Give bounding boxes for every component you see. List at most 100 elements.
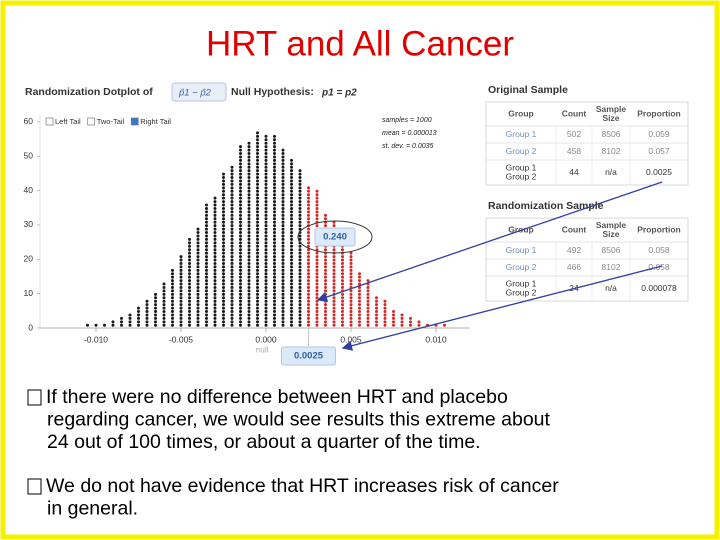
table-cell: Group 2: [506, 287, 537, 297]
table-cell: Group 2: [506, 171, 537, 181]
bullet-text: 24 out of 100 times, or about a quarter …: [47, 431, 481, 453]
table-cell: 492: [567, 245, 581, 255]
dot-column: [137, 306, 140, 327]
table-cell: 502: [567, 129, 581, 139]
table-cell: 8102: [602, 146, 621, 156]
null-hypothesis-label: Null Hypothesis:: [231, 86, 314, 98]
dot-column: [120, 316, 123, 327]
tail-option: Right Tail: [140, 117, 171, 126]
dot-column: [264, 134, 268, 327]
null-label: null: [255, 344, 268, 354]
proportion-highlight: [297, 220, 373, 254]
table-frame: [485, 217, 689, 302]
x-tick-label: -0.010: [84, 334, 108, 344]
dot-column: [86, 323, 89, 327]
bullet-text: in general.: [47, 498, 138, 520]
dot-column: [383, 299, 387, 327]
table-header: Count: [562, 108, 587, 118]
null-hypothesis-expression: p1 = p2: [321, 88, 357, 99]
y-tick-label: 40: [24, 185, 34, 195]
table-title: Original Sample: [488, 84, 568, 96]
cutoff-value: 0.0025: [294, 351, 324, 362]
summary-stat: st. dev. = 0.0035: [382, 143, 434, 150]
dot-column: [111, 320, 115, 327]
slide-title: HRT and All Cancer: [206, 24, 514, 63]
dot-column: [358, 272, 361, 327]
table-cell: n/a: [605, 283, 617, 293]
bullet-text: regarding cancer, we would see results t…: [47, 409, 551, 431]
bullet-marker: [27, 478, 42, 495]
y-tick-label: 30: [24, 219, 34, 229]
table-title: Randomization Sample: [488, 200, 604, 212]
summary-stat: samples = 1000: [382, 117, 432, 124]
dot-column: [205, 203, 208, 327]
dot-column: [103, 323, 106, 327]
table-cell: 0.059: [648, 129, 670, 139]
dot-column: [298, 169, 302, 327]
dot-column: [256, 131, 259, 327]
x-tick-label: 0.005: [340, 334, 362, 344]
cutoff-box: [281, 346, 336, 366]
y-tick-label: 50: [24, 150, 34, 160]
dot-column: [409, 316, 412, 327]
x-tick-label: 0.000: [255, 334, 277, 344]
y-tick-label: 10: [24, 288, 34, 298]
dot-column: [171, 268, 174, 327]
table-header: Proportion: [637, 108, 680, 118]
dot-column: [239, 145, 242, 327]
dot-column: [375, 296, 378, 327]
bullet-text: We do not have evidence that HRT increas…: [46, 475, 559, 497]
x-tick-label: 0.010: [425, 334, 447, 344]
table-cell: 458: [567, 146, 581, 156]
table-cell: 24: [569, 283, 579, 293]
dot-column: [179, 255, 183, 327]
summary-stat: mean = 0.000013: [382, 130, 437, 137]
dot-column: [290, 158, 293, 327]
table-cell: 8102: [602, 262, 621, 272]
pointer-arrow: [341, 265, 663, 351]
tail-option: Two-Tail: [97, 117, 125, 126]
dot-column: [281, 148, 285, 327]
table-cell: Group 1: [506, 278, 537, 288]
table-cell: 0.0025: [646, 167, 672, 177]
table-header: Group: [508, 108, 534, 118]
dot-column: [145, 299, 149, 327]
dot-column: [273, 134, 276, 327]
tail-checkbox: [45, 117, 54, 126]
dot-column: [443, 323, 446, 327]
bullet-text: If there were no difference between HRT …: [46, 386, 508, 408]
table-header: Proportion: [637, 224, 680, 234]
tail-option: Left Tail: [55, 117, 81, 126]
table-cell: 0.057: [648, 146, 670, 156]
dot-column: [332, 220, 336, 327]
table-cell: Group 2: [506, 262, 537, 272]
tail-checkbox: [130, 117, 139, 126]
table-header: Sample: [596, 220, 627, 230]
y-tick-label: 0: [28, 322, 33, 332]
tail-checkbox: [87, 117, 96, 126]
table-header: Group: [508, 224, 534, 234]
dot-column: [400, 313, 404, 327]
dot-column: [162, 282, 166, 327]
table-frame: [485, 101, 689, 186]
dot-column: [196, 227, 200, 327]
table-cell: Group 2: [506, 146, 537, 156]
table-header: Sample: [596, 104, 627, 114]
statistic-label: p̂1 − p̂2: [178, 88, 212, 99]
table-cell: Group 1: [506, 129, 537, 139]
table-cell: 0.058: [648, 245, 670, 255]
bullet-marker: [27, 389, 42, 406]
dot-column: [230, 165, 234, 327]
table-header: Count: [562, 224, 587, 234]
dot-column: [366, 279, 370, 327]
table-cell: 44: [569, 167, 579, 177]
dot-column: [247, 141, 251, 327]
table-cell: 8506: [602, 129, 621, 139]
pointer-arrow: [316, 181, 663, 302]
dotplot-heading: Randomization Dotplot of: [25, 86, 153, 98]
dot-column: [349, 251, 353, 327]
proportion-box: [314, 227, 356, 247]
dot-column: [128, 313, 132, 327]
table-cell: 466: [567, 262, 581, 272]
